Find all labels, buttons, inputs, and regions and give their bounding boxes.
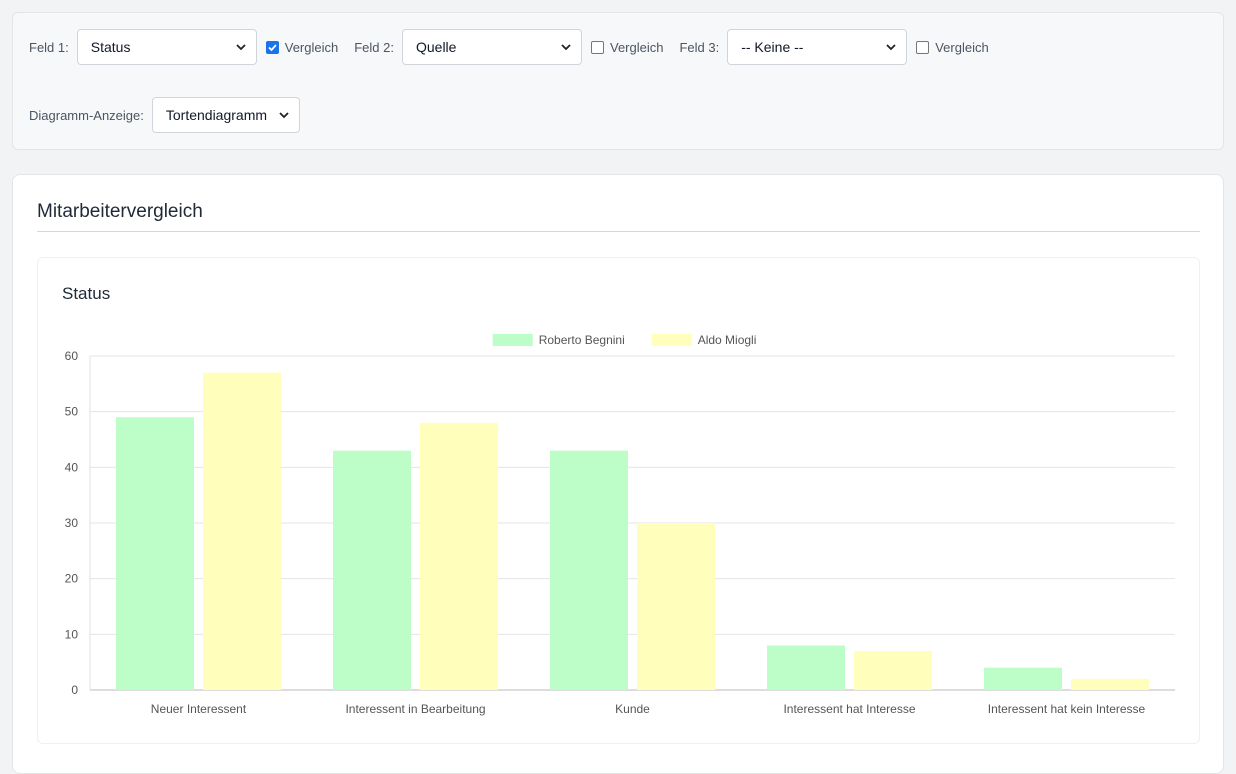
y-tick-label: 20: [65, 572, 79, 586]
card-divider: [37, 231, 1200, 232]
x-tick-label: Interessent hat Interesse: [783, 702, 915, 716]
field1-compare-label: Vergleich: [284, 39, 339, 55]
y-tick-label: 30: [65, 516, 79, 530]
chevron-down-icon: [886, 42, 896, 52]
field2-select[interactable]: Quelle: [401, 29, 582, 65]
x-tick-label: Neuer Interessent: [151, 702, 247, 716]
chevron-down-icon: [561, 42, 571, 52]
field1-compare-checkbox[interactable]: [265, 40, 279, 54]
field3-select-value: -- Keine --: [741, 39, 804, 55]
field3-compare-checkbox[interactable]: [916, 40, 930, 54]
display-select[interactable]: Tortendiagramm: [151, 97, 300, 133]
field2-compare-label: Vergleich: [609, 39, 664, 55]
bar: [767, 645, 845, 690]
field2-select-value: Quelle: [415, 39, 457, 55]
field1-select[interactable]: Status: [76, 29, 257, 65]
chevron-down-icon: [279, 110, 289, 120]
display-label: Diagramm-Anzeige:: [29, 107, 144, 123]
filter-row-display: Diagramm-Anzeige: Tortendiagramm: [29, 97, 300, 133]
display-select-value: Tortendiagramm: [165, 107, 268, 123]
bar: [854, 651, 932, 690]
filter-row-fields: Feld 1: Status Vergleich Feld 2: Quelle …: [29, 29, 1005, 65]
field3-select[interactable]: -- Keine --: [727, 29, 908, 65]
bar: [203, 372, 281, 690]
bar-chart: 0 10 20 30 40 50 60 Neuer Interessent Interessen…: [65, 333, 1175, 716]
field1-select-value: Status: [90, 39, 131, 55]
legend-swatch: [492, 334, 533, 346]
field2-compare-checkbox[interactable]: [590, 40, 604, 54]
y-tick-label: 10: [65, 627, 79, 641]
x-tick-label: Kunde: [615, 702, 650, 716]
chart-container: Status 0 10 20 30 40 50 60 Neuer Interessent Int…: [37, 257, 1200, 744]
bar: [420, 422, 498, 690]
field3-label: Feld 3:: [679, 39, 720, 55]
y-tick-label: 60: [65, 349, 79, 363]
comparison-card: Mitarbeitervergleich Status 0 10 20 30 40 50 6…: [12, 174, 1224, 774]
bar: [984, 667, 1062, 690]
bar: [550, 450, 628, 690]
chevron-down-icon: [236, 42, 246, 52]
bar: [333, 450, 411, 690]
x-tick-label: Interessent in Bearbeitung: [345, 702, 485, 716]
y-tick-label: 40: [65, 460, 79, 474]
bar: [1071, 678, 1149, 690]
card-title: Mitarbeitervergleich: [37, 201, 203, 222]
bar: [116, 417, 194, 690]
bar: [637, 523, 715, 690]
chart-title: Status: [62, 284, 111, 303]
y-tick-label: 0: [71, 683, 78, 697]
field1-label: Feld 1:: [29, 39, 69, 55]
legend-swatch: [651, 334, 692, 346]
x-tick-label: Interessent hat kein Interesse: [988, 702, 1146, 716]
legend-label: Aldo Miogli: [698, 333, 757, 347]
y-tick-label: 50: [65, 405, 79, 419]
field3-compare-label: Vergleich: [935, 39, 989, 55]
filter-panel: Feld 1: Status Vergleich Feld 2: Quelle …: [12, 12, 1224, 150]
field2-label: Feld 2:: [354, 39, 394, 55]
legend-label: Roberto Begnini: [539, 333, 625, 347]
